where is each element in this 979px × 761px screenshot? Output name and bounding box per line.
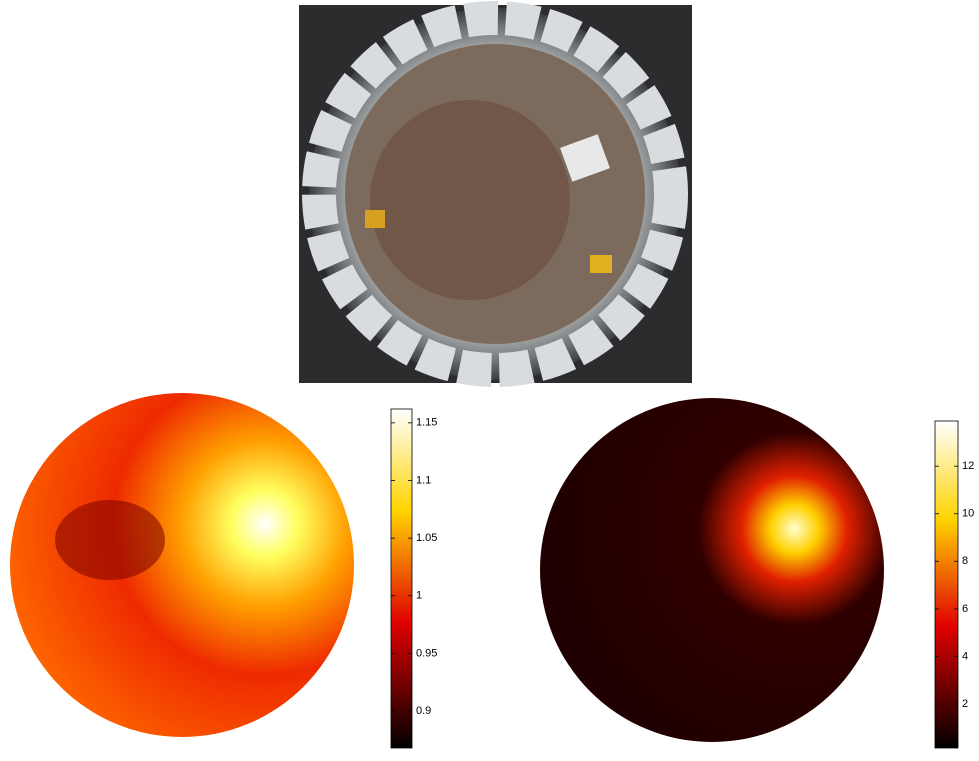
colorbar	[934, 420, 959, 749]
colorbar-tick-label: 8	[962, 555, 968, 567]
colorbar	[390, 408, 413, 749]
colorbar-tick-label: 10	[962, 508, 974, 520]
heatmap-field	[10, 393, 354, 737]
colorbar-tick-label: 4	[962, 650, 968, 662]
colorbar-tick-label: 1.05	[416, 532, 437, 544]
colorbar-tick-label: 1	[416, 590, 422, 602]
heatmap-field	[55, 500, 165, 580]
colorbar-tick-label: 0.9	[416, 705, 431, 717]
colorbar-tick-label: 0.95	[416, 647, 437, 659]
colorbar-tick-label: 6	[962, 603, 968, 615]
photo	[299, 1, 692, 387]
colorbar-tick-label: 2	[962, 698, 968, 710]
colorbar-tick-label: 12	[962, 460, 974, 472]
colorbar-tick-label: 1.15	[416, 417, 437, 429]
heatmap-field	[540, 398, 884, 742]
colorbar-tick-label: 1.1	[416, 474, 431, 486]
